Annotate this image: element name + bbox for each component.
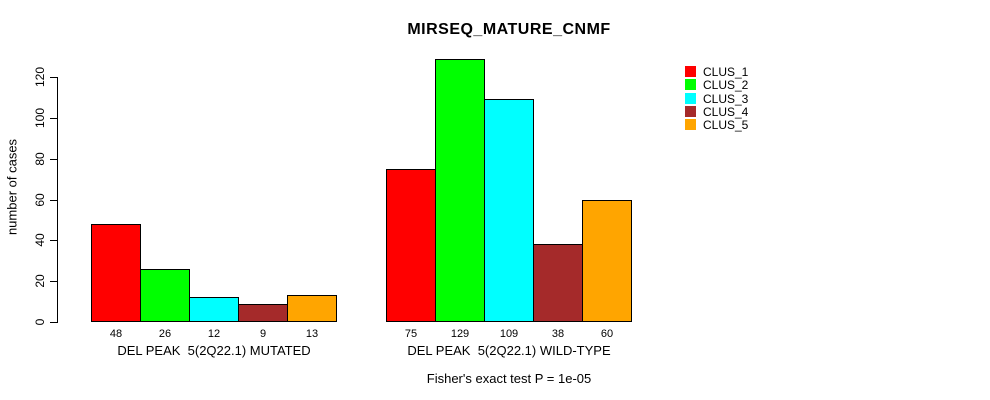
bar-value-label: 26: [158, 328, 172, 340]
bar: [238, 304, 288, 322]
legend-item: CLUS_2: [685, 77, 749, 92]
legend-label: CLUS_5: [703, 117, 749, 132]
legend-swatch: [685, 93, 696, 104]
bar: [582, 200, 632, 322]
bar: [140, 269, 190, 322]
bar-value-label: 9: [259, 328, 267, 340]
y-axis-tick: [50, 77, 58, 78]
legend-item: CLUS_5: [685, 117, 749, 132]
bar: [91, 224, 141, 322]
y-axis-tick-label: 40: [33, 233, 47, 247]
y-axis-title: number of cases: [4, 138, 20, 236]
bar: [435, 59, 485, 322]
y-axis-tick-label: 60: [33, 193, 47, 207]
stat-annotation: Fisher's exact test P = 1e-05: [426, 371, 592, 386]
chart-title: MIRSEQ_MATURE_CNMF: [407, 21, 611, 38]
legend-item: CLUS_4: [685, 104, 749, 119]
group-label: DEL PEAK 5(2Q22.1) WILD-TYPE: [407, 343, 611, 358]
y-axis-tick-label: 0: [33, 318, 47, 326]
bar-value-label: 109: [499, 328, 519, 340]
y-axis-tick-label: 20: [33, 274, 47, 288]
y-axis-tick-label: 80: [33, 152, 47, 166]
y-axis-tick: [50, 322, 58, 323]
legend-label: CLUS_3: [703, 91, 749, 106]
y-axis-tick: [50, 159, 58, 160]
bar-value-label: 60: [600, 328, 614, 340]
y-axis-tick-label: 120: [33, 66, 47, 88]
bar-value-label: 48: [109, 328, 123, 340]
legend-label: CLUS_1: [703, 64, 749, 79]
legend-item: CLUS_1: [685, 64, 749, 79]
bar: [287, 295, 337, 322]
bar-value-label: 38: [551, 328, 565, 340]
y-axis-tick: [50, 281, 58, 282]
legend-swatch: [685, 106, 696, 117]
bar: [484, 99, 534, 322]
bar-value-label: 12: [207, 328, 221, 340]
bar: [386, 169, 436, 322]
bar: [533, 244, 583, 322]
legend-label: CLUS_2: [703, 77, 749, 92]
legend-swatch: [685, 66, 696, 77]
bar-value-label: 75: [404, 328, 418, 340]
bar-value-label: 13: [305, 328, 319, 340]
bar-value-label: 129: [450, 328, 470, 340]
y-axis-tick-label: 100: [33, 107, 47, 129]
legend-swatch: [685, 79, 696, 90]
group-label: DEL PEAK 5(2Q22.1) MUTATED: [117, 343, 311, 358]
y-axis-tick: [50, 240, 58, 241]
bar: [189, 297, 239, 322]
legend-label: CLUS_4: [703, 104, 749, 119]
legend-item: CLUS_3: [685, 91, 749, 106]
y-axis-tick: [50, 200, 58, 201]
y-axis-tick: [50, 118, 58, 119]
legend-swatch: [685, 119, 696, 130]
